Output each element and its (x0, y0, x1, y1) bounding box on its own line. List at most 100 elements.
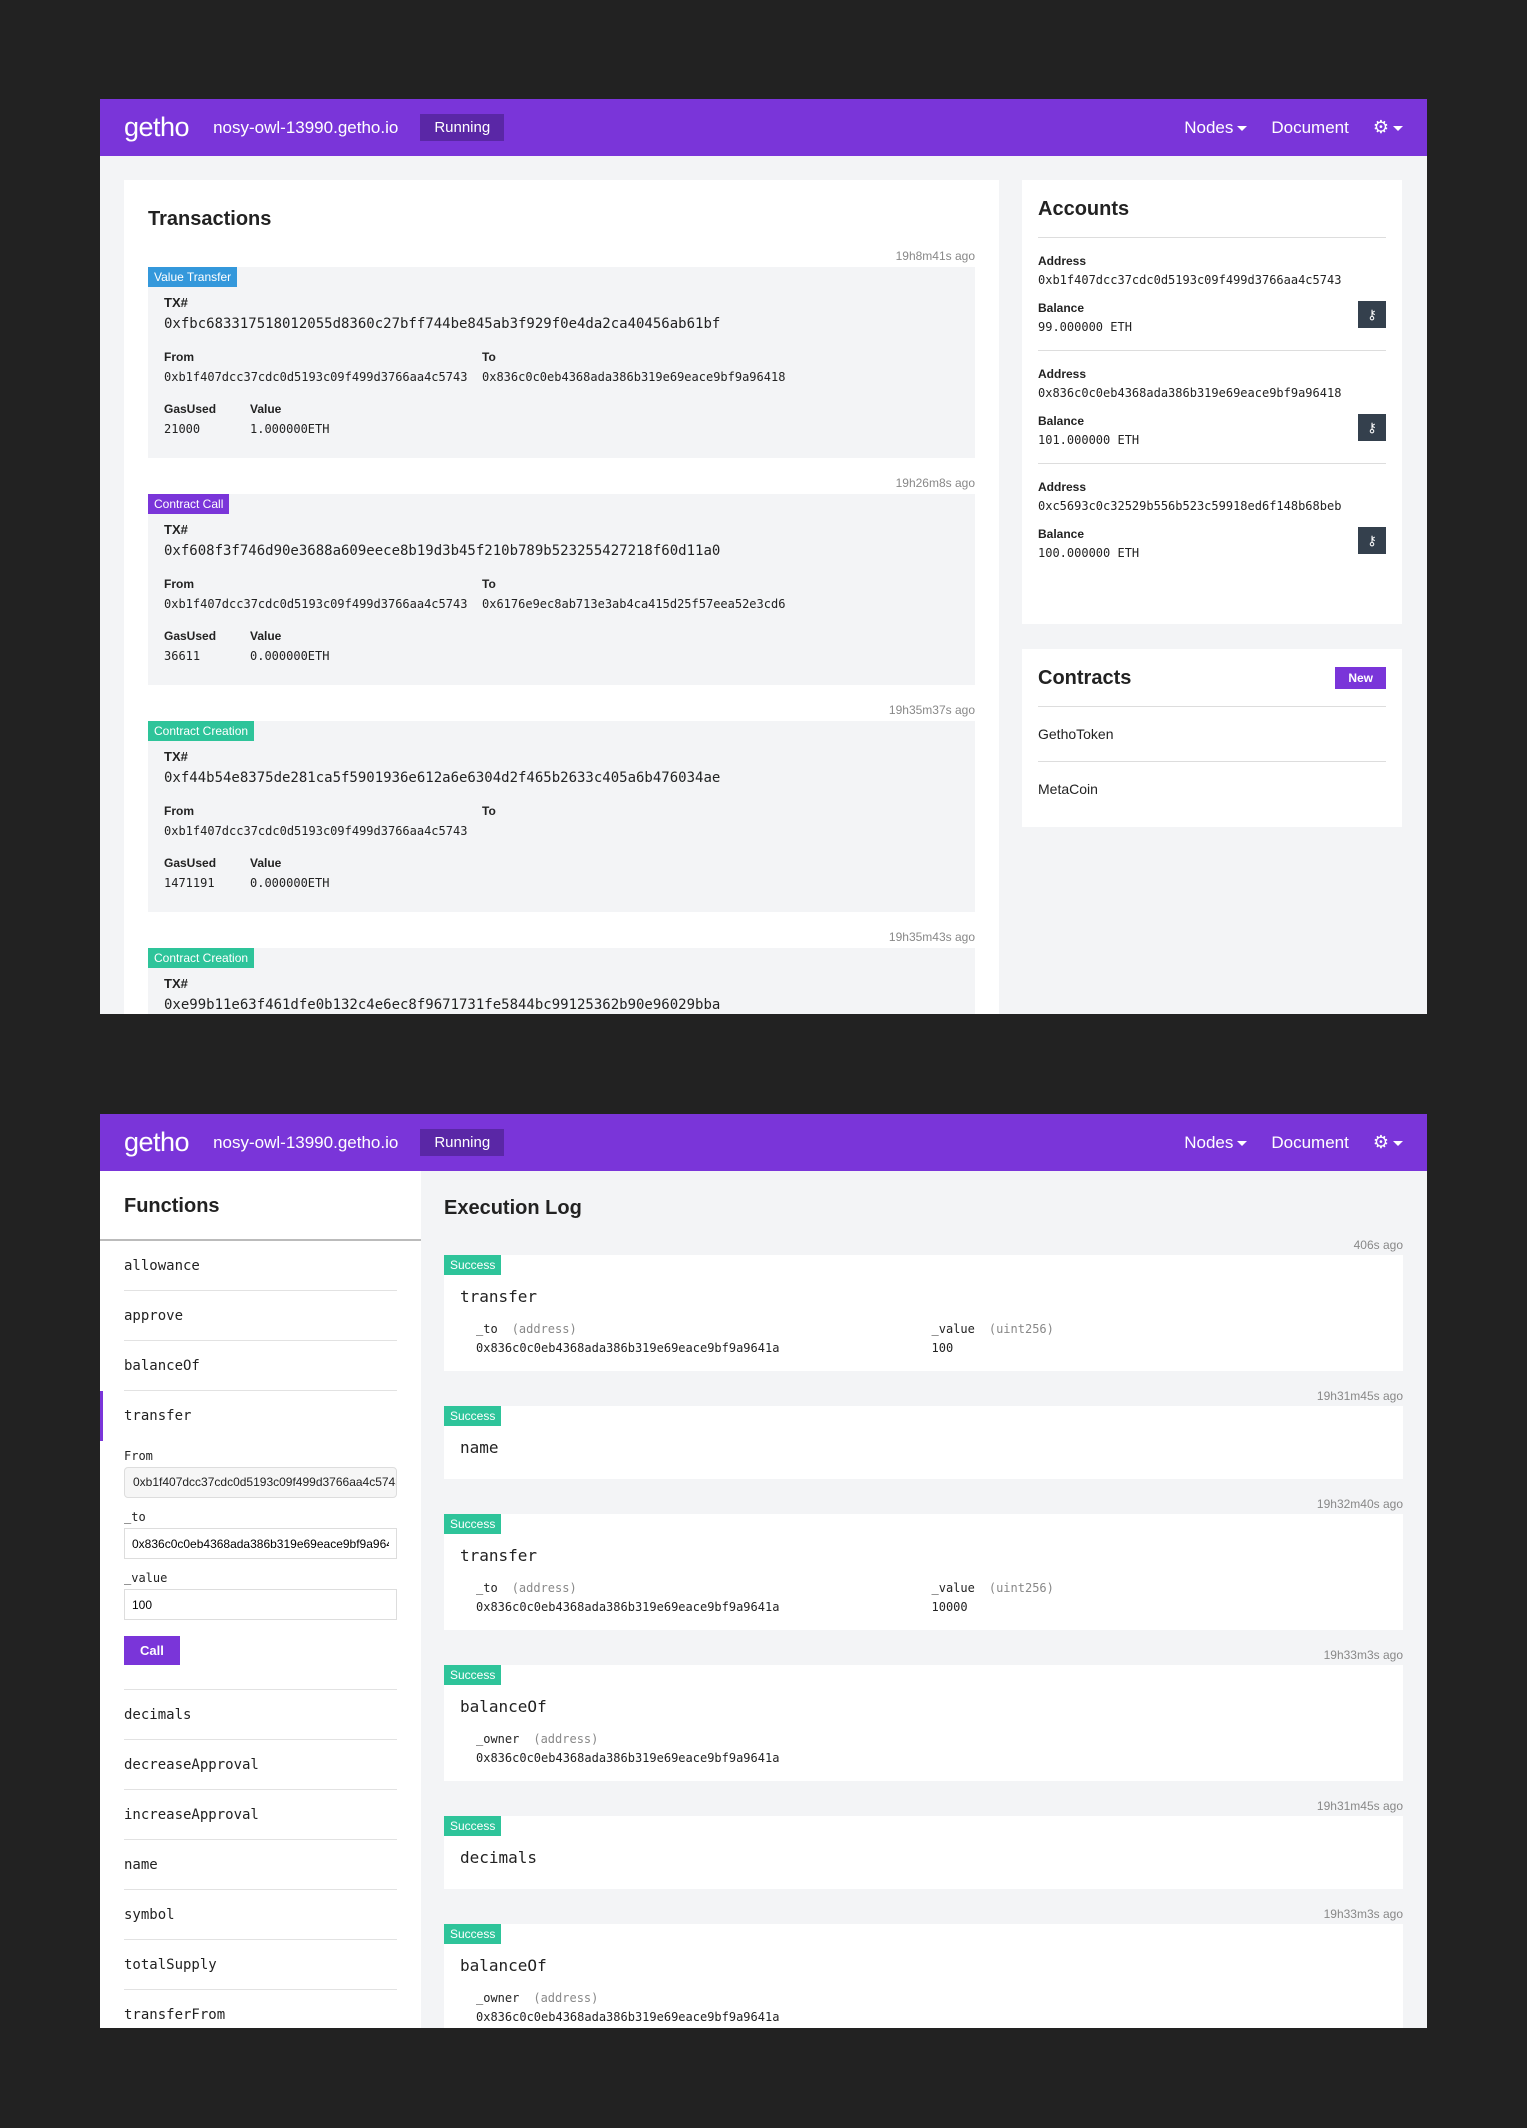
log-time: 19h33m3s ago (1323, 1907, 1403, 1921)
tx-hash: 0xf44b54e8375de281ca5f5901936e612a6e6304… (164, 770, 721, 786)
new-contract-button[interactable]: New (1335, 667, 1386, 689)
log-function-name: transfer (460, 1546, 538, 1565)
function-item-active[interactable]: transfer (100, 1391, 397, 1441)
log-function-name: name (460, 1438, 499, 1457)
execution-log-title: Execution Log (444, 1197, 582, 1219)
document-link[interactable]: Document (1271, 117, 1349, 137)
tx-type-badge: Value Transfer (148, 267, 238, 287)
execution-log: Execution Log 406s ago Success transfer _… (421, 1171, 1427, 2028)
balance-label: Balance (1038, 527, 1085, 541)
success-badge: Success (444, 1514, 502, 1534)
gas-label: GasUsed (164, 402, 217, 416)
param-name: _value (931, 1322, 975, 1336)
function-item[interactable]: approve (124, 1291, 397, 1341)
function-item[interactable]: transferFrom (124, 1990, 397, 2028)
param-name: _to (476, 1322, 498, 1336)
to-label: To (482, 577, 496, 591)
tx-to: 0x6176e9ec8ab713e3ab4ca415d25f57eea52e3c… (482, 597, 786, 611)
param-value: 100 (931, 1341, 954, 1355)
to-input[interactable] (124, 1528, 397, 1559)
param-value: 10000 (931, 1600, 968, 1614)
function-item[interactable]: totalSupply (124, 1940, 397, 1990)
gas-label: GasUsed (164, 856, 217, 870)
value-label: Value (250, 402, 282, 416)
log-item: Success transfer _to (address) 0x836c0c0eb4… (444, 1514, 1403, 1630)
function-item[interactable]: decimals (124, 1690, 397, 1740)
key-button[interactable]: ⚷ (1358, 414, 1386, 441)
from-select[interactable]: 0xb1f407dcc37cdc0d5193c09f499d3766aa4c57… (124, 1467, 397, 1498)
log-function-name: balanceOf (460, 1956, 547, 1975)
settings-menu[interactable]: ⚙ (1373, 1132, 1403, 1153)
param-type: (uint256) (988, 1322, 1054, 1336)
param-name: _owner (476, 1732, 520, 1746)
tx-to (482, 824, 496, 838)
log-function-name: balanceOf (460, 1697, 547, 1716)
function-item[interactable]: increaseApproval (124, 1790, 397, 1840)
address-label: Address (1038, 367, 1087, 381)
contract-item[interactable]: MetaCoin (1038, 761, 1386, 816)
param-type: (address) (511, 1581, 577, 1595)
success-badge: Success (444, 1924, 502, 1944)
chevron-down-icon (1393, 126, 1403, 132)
function-item[interactable]: allowance (124, 1241, 397, 1291)
node-host[interactable]: nosy-owl-13990.getho.io (213, 1132, 399, 1152)
nodes-menu[interactable]: Nodes (1184, 118, 1248, 138)
transaction-item[interactable]: Contract Creation TX# 0xf44b54e8375de281… (148, 721, 975, 912)
param-type: (address) (533, 1732, 599, 1746)
status-badge: Running (420, 1129, 505, 1156)
tx-type-badge: Contract Creation (148, 948, 255, 968)
contract-item[interactable]: GethoToken (1038, 706, 1386, 761)
param-name: _owner (476, 1991, 520, 2005)
param-value: 0x836c0c0eb4368ada386b319e69eace9bf9a964… (476, 2010, 780, 2024)
param-type: (address) (511, 1322, 577, 1336)
from-label: From (164, 350, 194, 364)
transactions-title: Transactions (148, 208, 272, 230)
to-label: _to (124, 1510, 146, 1524)
document-link[interactable]: Document (1271, 1132, 1349, 1152)
to-label: To (482, 804, 496, 818)
gear-icon: ⚙ (1372, 117, 1389, 137)
nodes-menu[interactable]: Nodes (1184, 1133, 1248, 1153)
function-item[interactable]: balanceOf (124, 1341, 397, 1391)
key-button[interactable]: ⚷ (1358, 301, 1386, 328)
call-button[interactable]: Call (124, 1636, 180, 1665)
getho-logo[interactable]: getho (124, 112, 190, 142)
tx-label: TX# (164, 749, 188, 764)
log-item: Success transfer _to (address) 0x836c0c0eb4… (444, 1255, 1403, 1371)
from-label: From (164, 577, 194, 591)
gas-label: GasUsed (164, 629, 217, 643)
value-label: _value (124, 1571, 168, 1585)
key-button[interactable]: ⚷ (1358, 527, 1386, 554)
log-item: Success name (444, 1406, 1403, 1479)
transaction-item[interactable]: Value Transfer TX# 0xfbc683317518012055d… (148, 267, 975, 458)
tx-label: TX# (164, 295, 188, 310)
balance-label: Balance (1038, 301, 1085, 315)
dashboard-window: getho nosy-owl-13990.getho.io Running No… (100, 99, 1427, 1014)
function-item[interactable]: name (124, 1840, 397, 1890)
log-item: Success balanceOf _owner (address) 0x836c0c… (444, 1924, 1403, 2028)
function-item[interactable]: decreaseApproval (124, 1740, 397, 1790)
balance-label: Balance (1038, 414, 1085, 428)
transaction-item[interactable]: Contract Creation TX# 0xe99b11e63f461dfe… (148, 948, 975, 1014)
settings-menu[interactable]: ⚙ (1373, 117, 1403, 138)
account-item: Address 0x836c0c0eb4368ada386b319e69eace… (1038, 351, 1386, 464)
getho-logo[interactable]: getho (124, 1127, 190, 1157)
value-input[interactable] (124, 1589, 397, 1620)
log-function-name: transfer (460, 1287, 538, 1306)
account-address: 0x836c0c0eb4368ada386b319e69eace9bf9a964… (1038, 386, 1342, 400)
tx-gas: 1471191 (164, 876, 215, 890)
node-host[interactable]: nosy-owl-13990.getho.io (213, 117, 399, 137)
tx-from: 0xb1f407dcc37cdc0d5193c09f499d3766aa4c57… (164, 370, 468, 384)
tx-time: 19h26m8s ago (895, 476, 975, 490)
tx-from: 0xb1f407dcc37cdc0d5193c09f499d3766aa4c57… (164, 597, 468, 611)
contracts-title: Contracts (1038, 667, 1132, 689)
transaction-item[interactable]: Contract Call TX# 0xf608f3f746d90e3688a6… (148, 494, 975, 685)
tx-time: 19h8m41s ago (895, 249, 975, 263)
param-name: _to (476, 1581, 498, 1595)
function-item[interactable]: symbol (124, 1890, 397, 1940)
account-item: Address 0xc5693c0c32529b556b523c59918ed6… (1038, 464, 1386, 576)
param-value: 0x836c0c0eb4368ada386b319e69eace9bf9a964… (476, 1751, 780, 1765)
log-time: 19h32m40s ago (1316, 1497, 1403, 1511)
param-name: _value (931, 1581, 975, 1595)
param-type: (address) (533, 1991, 599, 2005)
